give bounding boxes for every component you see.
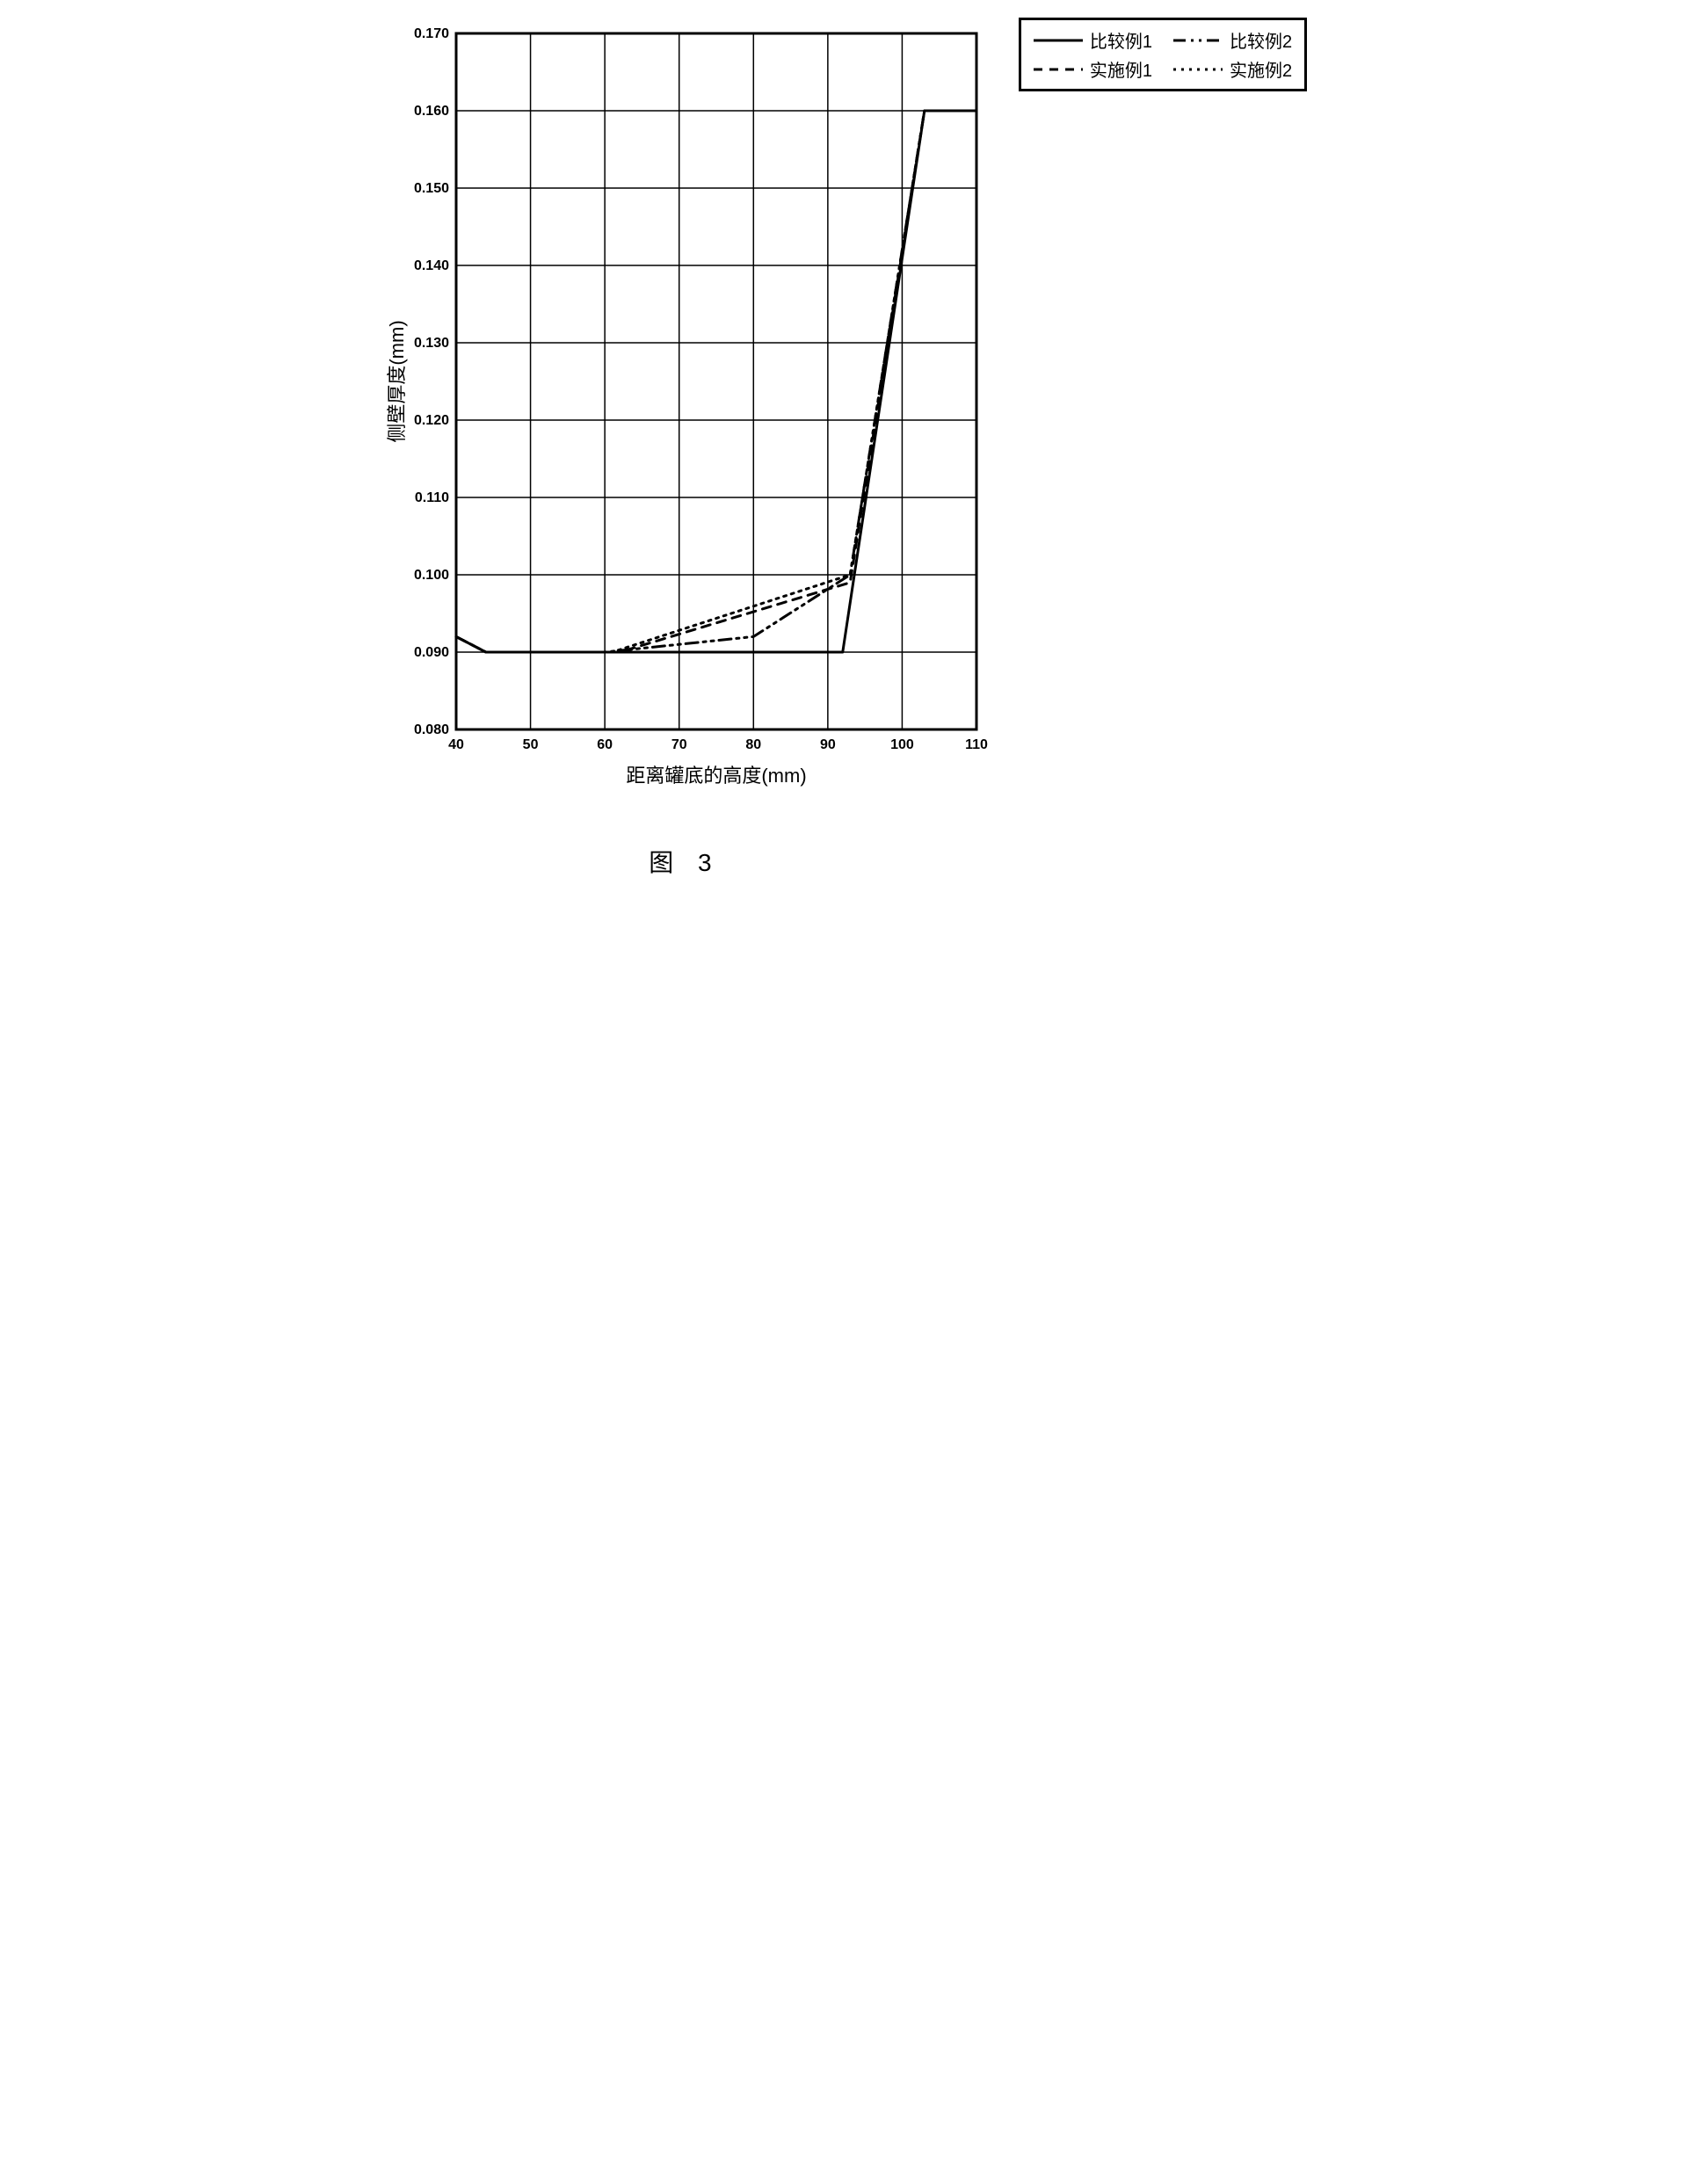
y-axis-label: 侧壁厚度(mm) bbox=[386, 320, 408, 442]
figure-caption: 图 3 bbox=[649, 844, 720, 879]
x-tick-label: 40 bbox=[448, 737, 464, 752]
legend-item: 实施例1 bbox=[1034, 56, 1152, 82]
x-tick-label: 80 bbox=[745, 737, 761, 752]
x-tick-label: 90 bbox=[820, 737, 836, 752]
legend-item: 实施例2 bbox=[1173, 56, 1292, 82]
x-tick-label: 100 bbox=[890, 737, 914, 752]
legend-swatch bbox=[1034, 36, 1083, 45]
x-tick-label: 70 bbox=[671, 737, 687, 752]
line-chart: 40 50 60 70 80 90 100 110 0.080 0.090 0.100 0.110 0.… bbox=[377, 18, 992, 809]
x-axis-label: 距离罐底的高度(mm) bbox=[626, 765, 806, 787]
y-tick-label: 0.080 bbox=[414, 722, 449, 737]
legend-swatch bbox=[1173, 36, 1223, 45]
legend-label: 比较例2 bbox=[1230, 27, 1292, 53]
figure-container: 40 50 60 70 80 90 100 110 0.080 0.090 0.100 0.110 0.… bbox=[377, 18, 1307, 879]
y-tick-label: 0.170 bbox=[414, 26, 449, 41]
x-tick-label: 110 bbox=[965, 737, 988, 752]
legend-label: 比较例1 bbox=[1090, 27, 1152, 53]
chart-column: 40 50 60 70 80 90 100 110 0.080 0.090 0.100 0.110 0.… bbox=[377, 18, 992, 879]
legend-swatch bbox=[1034, 65, 1083, 74]
legend-swatch bbox=[1173, 65, 1223, 74]
plot-area bbox=[456, 33, 976, 729]
legend-item: 比较例2 bbox=[1173, 27, 1292, 53]
x-tick-label: 60 bbox=[597, 737, 613, 752]
legend-label: 实施例1 bbox=[1090, 56, 1152, 82]
y-tick-label: 0.090 bbox=[414, 645, 449, 660]
x-tick-label: 50 bbox=[523, 737, 539, 752]
legend: 比较例1 比较例2 实施例1 实施例2 bbox=[1019, 18, 1307, 91]
y-tick-label: 0.160 bbox=[414, 104, 449, 119]
y-tick-label: 0.110 bbox=[415, 490, 449, 505]
y-tick-label: 0.100 bbox=[414, 568, 449, 583]
y-tick-label: 0.120 bbox=[414, 413, 449, 428]
y-tick-label: 0.130 bbox=[414, 336, 449, 351]
y-tick-label: 0.140 bbox=[414, 258, 449, 273]
legend-label: 实施例2 bbox=[1230, 56, 1292, 82]
legend-item: 比较例1 bbox=[1034, 27, 1152, 53]
y-tick-label: 0.150 bbox=[414, 181, 449, 196]
